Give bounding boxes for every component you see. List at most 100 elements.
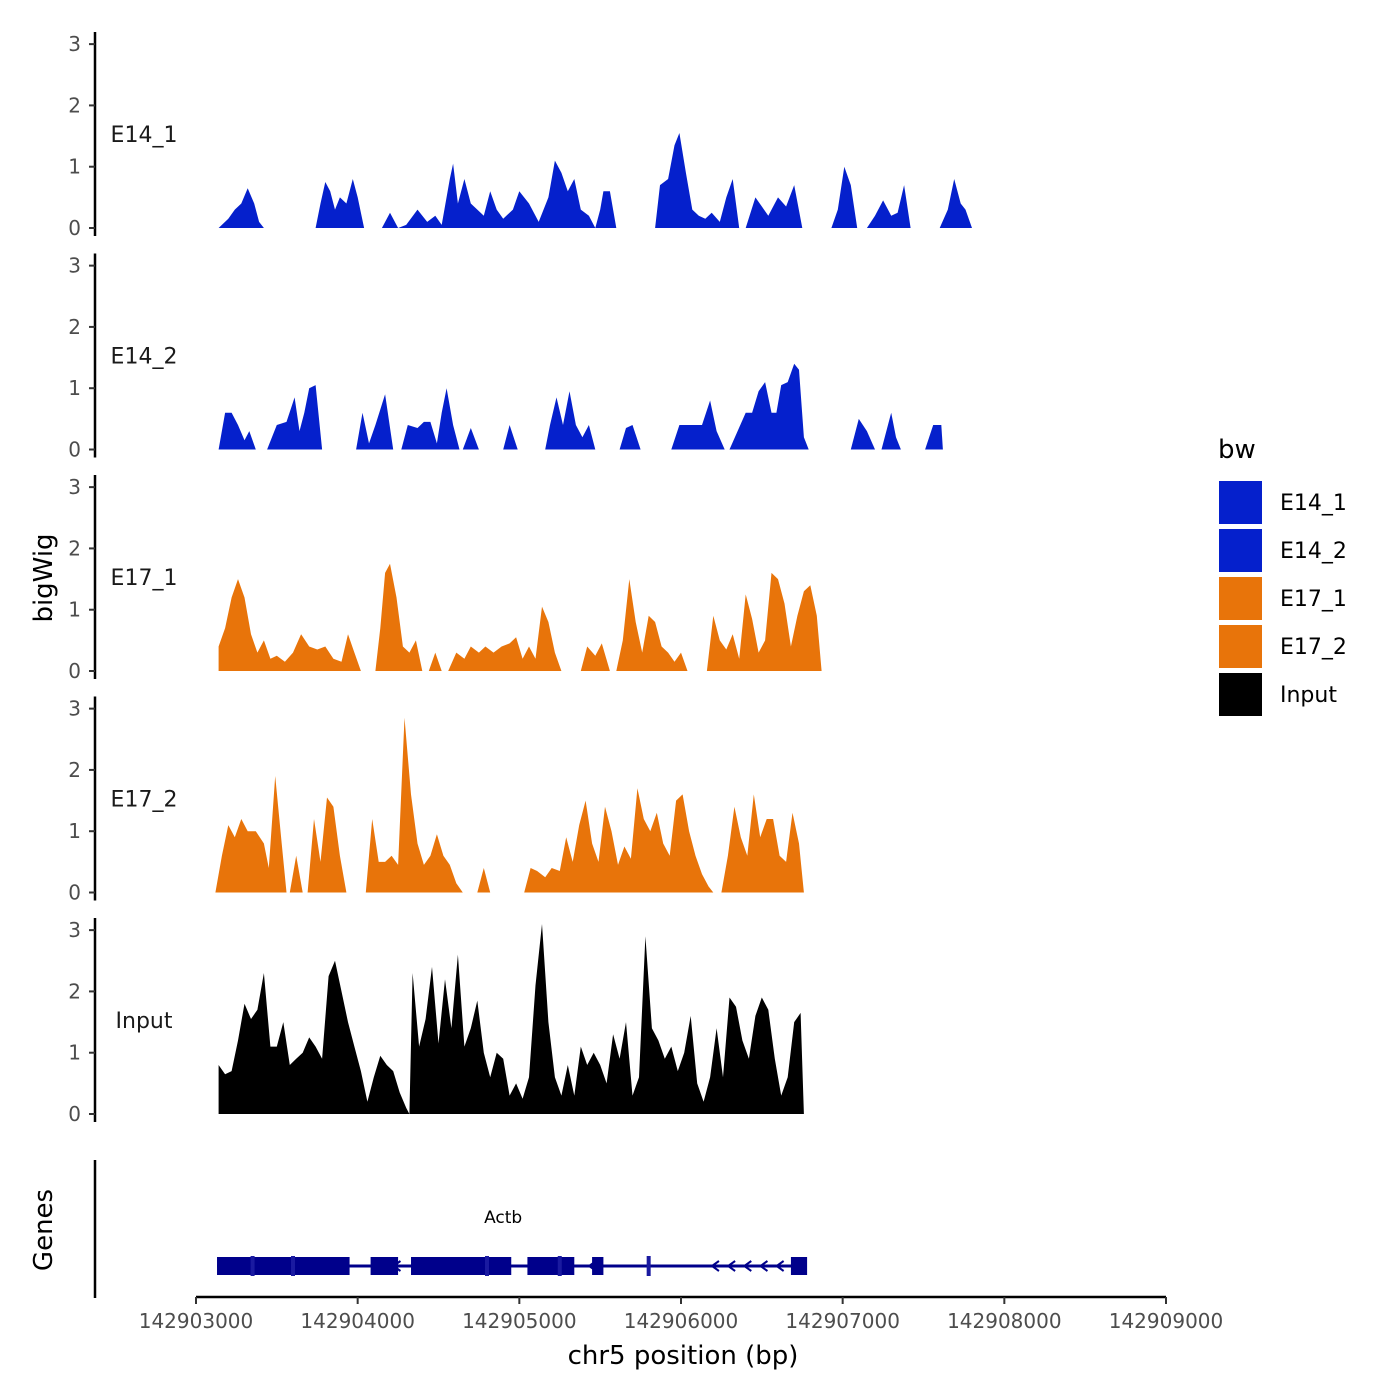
signal-area [671, 400, 725, 450]
gene-exon-boundary [291, 1256, 295, 1276]
signal-area [215, 776, 287, 893]
signal-area [448, 606, 562, 671]
signal-area [218, 579, 361, 671]
signal-area [315, 179, 365, 228]
signal-area [881, 412, 901, 450]
gene-exon-boundary [250, 1256, 255, 1276]
gene-exon [592, 1257, 604, 1275]
y-tick-label: 3 [68, 697, 81, 721]
signal-area [462, 428, 479, 450]
gene-name-label: Actb [484, 1208, 522, 1228]
legend-label: E14_2 [1280, 539, 1347, 564]
signal-area [375, 563, 423, 671]
y-tick-label: 2 [68, 315, 81, 339]
track-E17_1: 0 1 2 3 E17_1 [68, 475, 822, 683]
gene-strand-arrow [774, 1260, 785, 1272]
gene-exon [527, 1257, 575, 1275]
signal-area [524, 788, 714, 893]
y-tick-label: 1 [68, 1041, 81, 1065]
legend-swatch [1217, 575, 1264, 622]
signal-area [545, 391, 596, 450]
gene-strand-arrow [710, 1260, 720, 1272]
gene-strand-arrow [758, 1260, 769, 1272]
gene-exon [370, 1257, 399, 1275]
gene-strand-arrow [587, 1260, 597, 1272]
signal-area [307, 797, 347, 893]
signal-area [616, 579, 688, 671]
signal-area [401, 388, 460, 450]
signal-area [218, 188, 264, 228]
signal-area [503, 425, 518, 450]
y-tick-label: 2 [68, 536, 81, 560]
track-label: Input [116, 1009, 173, 1034]
legend: bw E14_1 E14_2 E17_1 E17_2 Input [1217, 435, 1347, 718]
x-axis: 142903000 142904000 142905000 142906000 1429… [139, 1295, 1224, 1333]
legend-label: E17_2 [1280, 635, 1347, 660]
y-tick-label: 0 [68, 216, 81, 240]
signal-area [729, 363, 809, 450]
signal-area [850, 418, 875, 450]
signal-area [831, 166, 858, 228]
track-label: E14_2 [111, 345, 178, 370]
x-tick-label: 142907000 [785, 1309, 900, 1333]
x-tick-label: 142908000 [947, 1309, 1062, 1333]
gene-strand-arrow [726, 1260, 736, 1272]
track-E14_1: 0 1 2 3 E14_1 [68, 32, 972, 240]
y-tick-label: 3 [68, 918, 81, 942]
y-tick-label: 3 [68, 254, 81, 278]
y-tick-label: 3 [68, 32, 81, 56]
y-tick-label: 2 [68, 93, 81, 117]
signal-area [477, 868, 491, 893]
gene-exon-boundary [557, 1256, 562, 1276]
y-tick-label: 1 [68, 155, 81, 179]
signal-area [925, 425, 943, 450]
signal-area [267, 385, 323, 450]
signal-area [580, 643, 610, 671]
genes-axis-title: Genes [29, 1189, 59, 1271]
track-label: E14_1 [111, 123, 178, 148]
y-tick-label: 1 [68, 819, 81, 843]
track-Input: 0 1 2 3 Input [68, 918, 804, 1126]
signal-area [289, 855, 303, 893]
legend-title: bw [1218, 435, 1256, 465]
track-E17_2: 0 1 2 3 E17_2 [68, 696, 804, 905]
x-axis-title: chr5 position (bp) [568, 1341, 799, 1371]
x-tick-label: 142909000 [1109, 1309, 1224, 1333]
y-tick-label: 0 [68, 438, 81, 462]
signal-area [745, 185, 803, 228]
gene-strand-arrow [391, 1260, 402, 1272]
signal-area [365, 717, 463, 893]
y-tick-label: 3 [68, 475, 81, 499]
signal-area [706, 572, 822, 671]
gene-strand-arrow [742, 1260, 752, 1272]
signal-area [356, 394, 394, 450]
gene-exon [217, 1257, 350, 1275]
gene-exon [790, 1257, 808, 1275]
y-tick-label: 1 [68, 598, 81, 622]
legend-swatch [1217, 671, 1264, 718]
track-label: E17_2 [111, 788, 178, 813]
legend-label: E17_1 [1280, 587, 1347, 612]
y-tick-label: 0 [68, 659, 81, 683]
signal-area [939, 179, 972, 228]
track-label: E17_1 [111, 566, 178, 591]
legend-label: E14_1 [1280, 491, 1347, 516]
x-tick-label: 142903000 [139, 1309, 254, 1333]
track-panels: 0 1 2 3 E14_1 0 1 2 3 E14_2 0 1 2 3 E17_1 0 1 2 3 E17_2 0 1 2 3… [68, 32, 972, 1126]
gene-exon [411, 1257, 512, 1275]
y-axis-title: bigWig [29, 533, 59, 622]
signal-area [619, 425, 641, 450]
signal-area [721, 794, 804, 893]
y-tick-label: 2 [68, 758, 81, 782]
x-tick-label: 142906000 [624, 1309, 739, 1333]
signal-area [428, 652, 442, 671]
gene-exon-boundary [646, 1256, 651, 1276]
legend-swatch [1217, 479, 1264, 526]
y-tick-label: 1 [68, 376, 81, 400]
track-E14_2: 0 1 2 3 E14_2 [68, 253, 943, 462]
y-tick-label: 2 [68, 979, 81, 1003]
y-tick-label: 0 [68, 1102, 81, 1126]
x-tick-label: 142905000 [462, 1309, 577, 1333]
legend-swatch [1217, 527, 1264, 574]
